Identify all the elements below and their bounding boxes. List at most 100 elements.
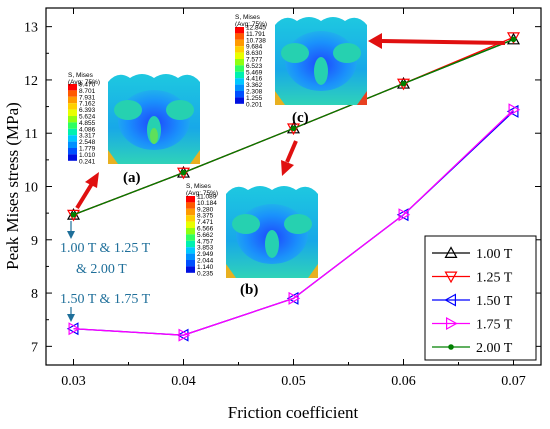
inset-a-subtitle: (Avg: 75%) [68, 79, 100, 86]
colorbar-swatch-c-7 [235, 71, 244, 79]
colorbar-label-c-7: 5.469 [246, 69, 263, 76]
colorbar-swatch-b-0 [186, 196, 195, 203]
group-low-annotation: 1.50 T & 1.75 T [60, 292, 151, 322]
inset-a: 9.4708.7017.9317.1626.3935.6244.8554.086… [68, 72, 200, 165]
colorbar-swatch-a-4 [68, 109, 77, 116]
colorbar-swatch-b-7 [186, 240, 195, 248]
svg-text:1.50 T & 1.75 T: 1.50 T & 1.75 T [60, 292, 151, 307]
inset-b-contour [226, 186, 318, 278]
x-axis-title: Friction coefficient [228, 403, 359, 422]
data-point-3-2 [288, 291, 301, 305]
inset-c-title: S, Mises [235, 14, 261, 21]
colorbar-swatch-b-1 [186, 202, 195, 209]
inset-c-colorbar: 12.84511.79110.7389.6848.6307.5776.5235.… [235, 25, 266, 108]
colorbar-swatch-c-0 [235, 27, 244, 34]
colorbar-swatch-b-9 [186, 253, 195, 260]
colorbar-label-a-12: 0.241 [79, 158, 96, 165]
colorbar-label-c-10: 2.308 [246, 89, 263, 96]
colorbar-label-a-11: 1.010 [79, 152, 96, 159]
data-point-1-4 [506, 32, 521, 45]
arrow-b [281, 140, 298, 176]
series-line-3 [73, 109, 514, 336]
legend-item-2: 1.50 T [432, 293, 513, 309]
colorbar-label-c-4: 8.630 [246, 50, 263, 57]
colorbar-swatch-a-8 [68, 135, 77, 142]
y-tick-label-1: 8 [31, 287, 38, 302]
colorbar-label-c-0: 12.845 [246, 25, 266, 32]
colorbar-swatch-c-1 [235, 33, 244, 40]
colorbar-label-a-6: 4.855 [79, 120, 96, 127]
y-tick-label-5: 12 [24, 74, 38, 89]
svg-text:& 2.00 T: & 2.00 T [76, 262, 127, 277]
colorbar-label-b-4: 7.471 [197, 219, 214, 226]
series-4 [70, 36, 517, 218]
colorbar-label-c-1: 11.791 [246, 31, 266, 38]
colorbar-label-c-9: 3.362 [246, 82, 263, 89]
colorbar-label-b-0: 11.089 [197, 194, 217, 201]
colorbar-swatch-c-3 [235, 46, 244, 53]
data-point-4-3 [400, 80, 407, 87]
colorbar-swatch-b-11 [186, 266, 195, 273]
inset-c: 12.84511.79110.7389.6848.6307.5776.5235.… [235, 14, 367, 108]
colorbar-swatch-b-3 [186, 215, 195, 222]
legend-marker-2 [444, 293, 456, 307]
colorbar-swatch-c-2 [235, 39, 244, 47]
data-point-2-4 [506, 104, 519, 118]
colorbar-label-b-12: 0.235 [197, 270, 214, 277]
data-point-4-4 [510, 36, 517, 43]
colorbar-swatch-a-6 [68, 122, 77, 129]
colorbar-label-a-1: 8.701 [79, 88, 96, 95]
panel-label-b: (b) [240, 282, 258, 298]
colorbar-label-c-2: 10.738 [246, 37, 266, 44]
colorbar-label-a-4: 6.393 [79, 107, 96, 114]
colorbar-swatch-c-9 [235, 84, 244, 91]
colorbar-swatch-c-8 [235, 78, 244, 85]
colorbar-label-b-3: 8.375 [197, 213, 214, 220]
data-point-4-1 [180, 169, 187, 176]
panel-label-a: (a) [123, 170, 141, 186]
data-point-3-0 [68, 322, 81, 336]
colorbar-label-a-5: 5.624 [79, 114, 96, 121]
legend-marker-4 [448, 344, 454, 350]
colorbar-swatch-a-1 [68, 90, 77, 97]
group-high-annotation: 1.00 T & 1.25 T & 2.00 T [60, 221, 151, 277]
colorbar-label-b-5: 6.566 [197, 226, 214, 233]
data-point-3-3 [398, 208, 411, 222]
inset-a-contour [108, 74, 200, 164]
y-tick-label-0: 7 [31, 340, 38, 355]
colorbar-swatch-b-8 [186, 247, 195, 254]
series-layer [66, 32, 521, 342]
colorbar-swatch-c-4 [235, 52, 244, 59]
colorbar-label-a-7: 4.086 [79, 126, 96, 133]
arrow-a [75, 172, 99, 210]
x-tick-label-3: 0.06 [391, 374, 416, 389]
inset-c-subtitle: (Avg: 75%) [235, 21, 267, 28]
legend-label-3: 1.75 T [476, 318, 513, 333]
legend-item-1: 1.25 T [432, 271, 513, 286]
colorbar-label-c-12: 0.201 [246, 101, 263, 108]
legend-marker-0 [444, 246, 458, 258]
data-point-3-1 [178, 328, 191, 342]
y-tick-label-2: 9 [31, 234, 38, 249]
panel-label-c: (c) [292, 110, 309, 126]
legend-label-4: 2.00 T [476, 341, 513, 356]
data-point-4-0 [70, 211, 77, 218]
data-point-1-0 [66, 209, 81, 222]
colorbar-label-a-2: 7.931 [79, 94, 96, 101]
x-tick-label-0: 0.03 [61, 374, 86, 389]
y-tick-label-6: 13 [24, 21, 38, 36]
colorbar-swatch-a-9 [68, 141, 77, 148]
colorbar-label-c-5: 7.577 [246, 57, 263, 64]
axes: 0.03 0.04 0.05 0.06 0.07 7 8 9 10 11 12 13 [24, 8, 541, 389]
colorbar-swatch-b-4 [186, 221, 195, 228]
colorbar-swatch-b-10 [186, 260, 195, 267]
inset-b-colorbar: 11.08910.1849.2808.3757.4716.5665.6624.7… [186, 194, 217, 277]
colorbar-swatch-c-10 [235, 91, 244, 98]
colorbar-swatch-a-0 [68, 84, 77, 91]
colorbar-label-a-0: 9.470 [79, 82, 96, 89]
colorbar-label-b-7: 4.757 [197, 238, 214, 245]
colorbar-swatch-a-11 [68, 154, 77, 161]
colorbar-label-c-6: 6.523 [246, 63, 263, 70]
legend-label-0: 1.00 T [476, 247, 513, 262]
